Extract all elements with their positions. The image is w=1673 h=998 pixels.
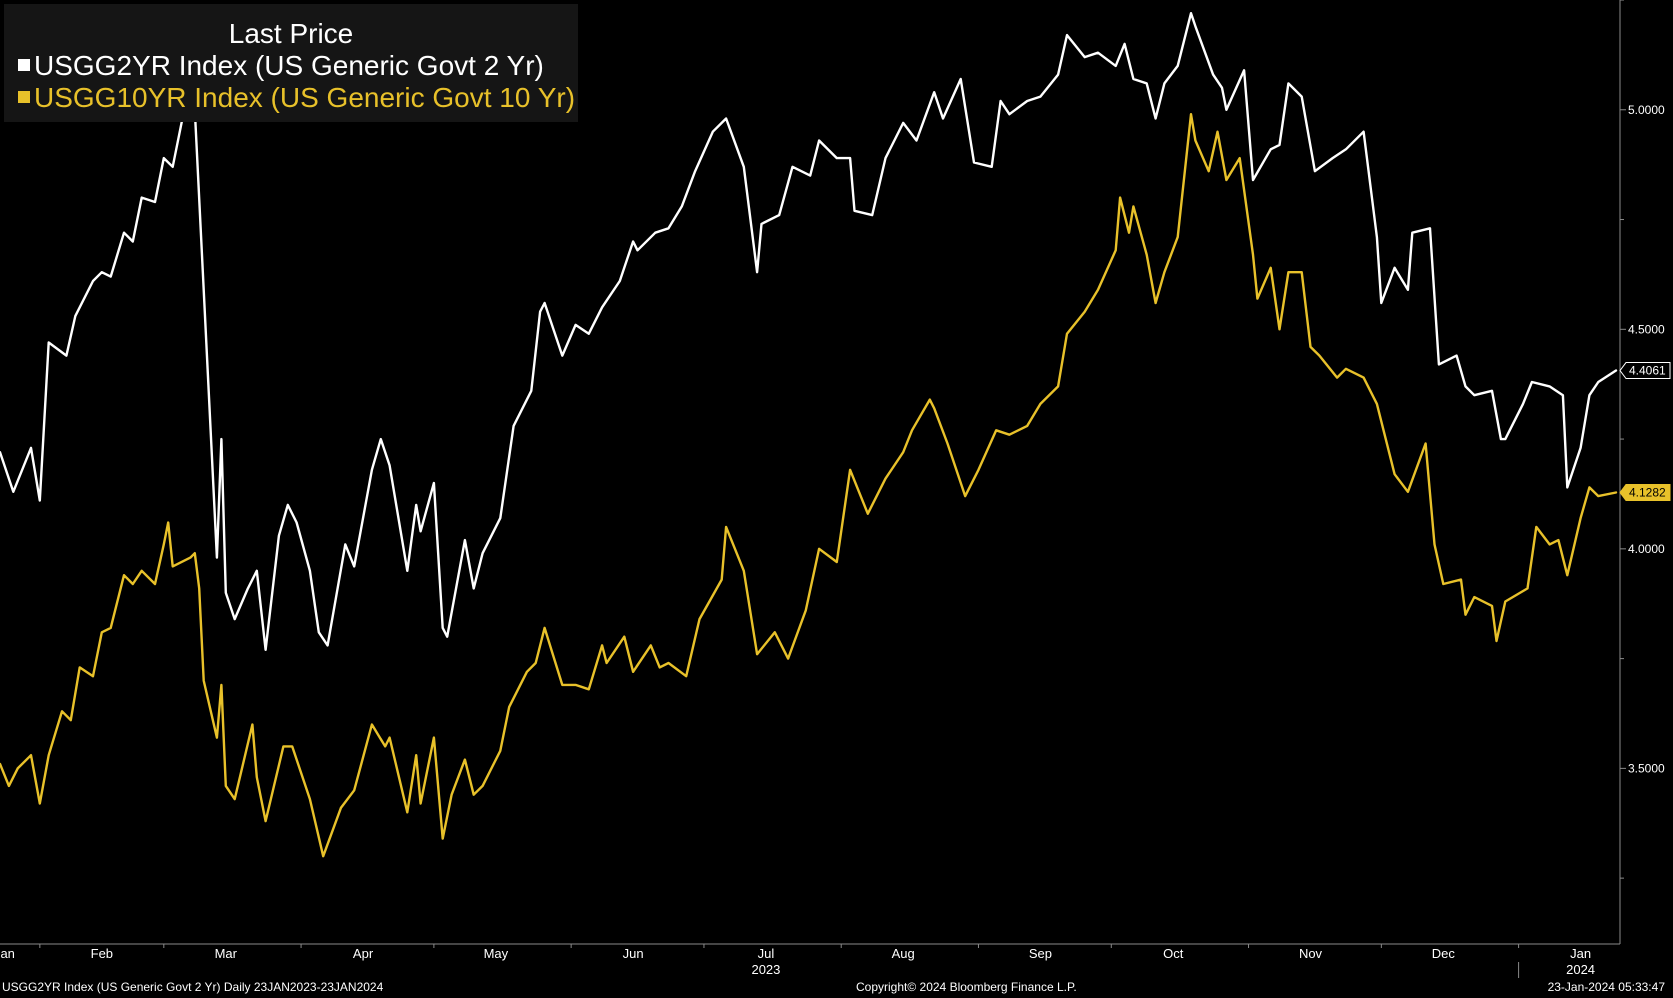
- legend-swatch-2yr: [18, 59, 30, 71]
- x-year-label-2023: 2023: [751, 962, 780, 977]
- last-value-tag-2yr: [1619, 362, 1671, 380]
- legend-label-2yr: USGG2YR Index (US Generic Govt 2 Yr): [34, 50, 544, 81]
- x-month-label: Jan: [0, 946, 15, 961]
- last-value-label-2yr: 4.4061: [1629, 364, 1666, 378]
- y-tick-label: 3.5000: [1628, 761, 1665, 775]
- last-value-label-10yr: 4.1282: [1629, 486, 1666, 500]
- legend-swatch-10yr: [18, 91, 30, 103]
- series-line-10yr: [0, 112, 1618, 858]
- legend-title: Last Price: [228, 18, 354, 49]
- x-month-label: Aug: [892, 946, 915, 961]
- footer-timestamp: 23-Jan-2024 05:33:47: [1547, 980, 1665, 994]
- legend-entry-2yr: USGG2YR Index (US Generic Govt 2 Yr): [18, 50, 544, 82]
- y-axis: 3.5000 4.0000 4.5000 5.0000: [1619, 0, 1665, 944]
- footer-copyright: Copyright© 2024 Bloomberg Finance L.P.: [856, 980, 1077, 994]
- series-lines: [0, 11, 1618, 858]
- x-month-label: Jul: [758, 946, 775, 961]
- last-value-labels: 4.4061 4.1282: [1619, 362, 1671, 502]
- x-month-label: Dec: [1432, 946, 1456, 961]
- x-month-label: Nov: [1299, 946, 1323, 961]
- y-tick-label: 5.0000: [1628, 103, 1665, 117]
- x-month-label: May: [484, 946, 509, 961]
- x-year-label-2024: 2024: [1566, 962, 1595, 977]
- x-month-label: Apr: [353, 946, 374, 961]
- series-line-2yr: [0, 11, 1618, 651]
- y-tick-label: 4.0000: [1628, 542, 1665, 556]
- legend: Last Price USGG2YR Index (US Generic Gov…: [4, 4, 578, 122]
- x-month-label: Mar: [215, 946, 238, 961]
- y-tick-label: 4.5000: [1628, 322, 1665, 336]
- x-month-label: Feb: [91, 946, 113, 961]
- x-month-label: Jan: [1570, 946, 1591, 961]
- x-axis: JanFebMarAprMayJunJulAugSepOctNovDecJan2…: [0, 943, 1620, 978]
- legend-label-10yr: USGG10YR Index (US Generic Govt 10 Yr): [34, 82, 576, 113]
- x-month-label: Jun: [623, 946, 644, 961]
- x-month-label: Oct: [1163, 946, 1184, 961]
- last-value-tag-10yr: [1619, 484, 1671, 502]
- footer-series-info: USGG2YR Index (US Generic Govt 2 Yr) Dai…: [2, 980, 384, 994]
- x-month-label: Sep: [1029, 946, 1052, 961]
- legend-entry-10yr: USGG10YR Index (US Generic Govt 10 Yr): [18, 82, 575, 114]
